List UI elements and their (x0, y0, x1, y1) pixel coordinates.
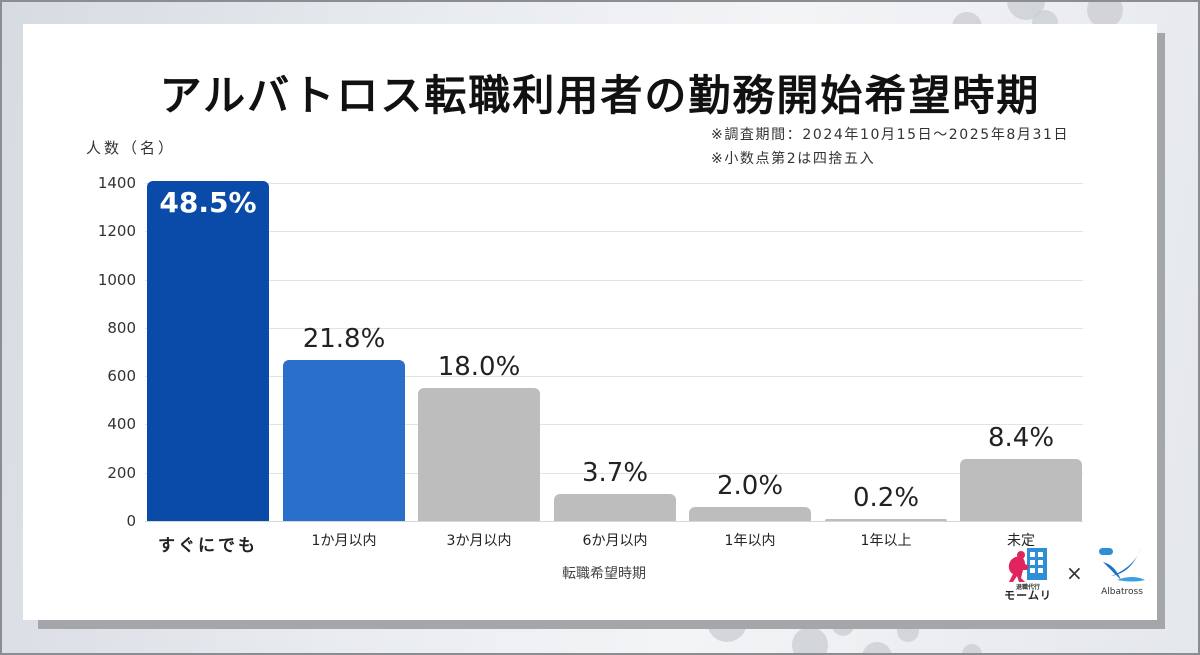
y-tick-label: 600 (107, 367, 136, 385)
chart-title: アルバトロス転職利用者の勤務開始希望時期 (159, 71, 1041, 120)
x-category-label: 6か月以内 (582, 533, 648, 549)
gridline (145, 376, 1083, 377)
momuri-logo-icon (1008, 548, 1047, 582)
albatross-logo-icon (1099, 548, 1145, 582)
gridline (145, 280, 1083, 281)
bar (554, 493, 676, 521)
gridline (145, 231, 1083, 232)
gridline (145, 328, 1083, 329)
x-category-label: 1か月以内 (311, 533, 377, 549)
gridline (145, 521, 1083, 522)
bar-percent-label: 8.4% (987, 422, 1055, 453)
x-axis-title: 転職希望時期 (562, 566, 646, 582)
bar (147, 180, 269, 521)
x-category-label: 未定 (1007, 533, 1035, 549)
decorative-circle (962, 644, 982, 653)
gridline (145, 424, 1083, 425)
y-tick-label: 0 (126, 512, 136, 530)
y-tick-label: 1000 (97, 271, 136, 289)
x-category-label: 3か月以内 (446, 533, 512, 549)
bar-percent-label: 3.7% (581, 457, 649, 488)
y-tick-label: 200 (107, 464, 136, 482)
y-tick-label: 1200 (97, 222, 136, 240)
y-tick-label: 800 (107, 319, 136, 337)
survey-period-note: ※調査期間：2024年10月15日～2025年8月31日 (711, 127, 1070, 143)
x-category-label: すぐにでも (158, 536, 258, 556)
y-axis-title: 人数（名） (86, 139, 177, 157)
gridline (145, 183, 1083, 184)
bar (689, 506, 811, 521)
collaboration-separator: × (1066, 561, 1083, 585)
bar (960, 458, 1082, 521)
decorative-circle (792, 627, 828, 653)
bar-percent-label: 2.0% (716, 470, 784, 501)
bar-percent-label: 21.8% (302, 324, 386, 355)
bar-percent-label: 0.2% (852, 483, 920, 513)
bar-percent-label: 48.5% (159, 185, 257, 219)
x-category-label: 1年以内 (724, 533, 776, 549)
momuri-logo-name: モームリ (1004, 589, 1052, 602)
bar-percent-label: 18.0% (437, 352, 521, 383)
x-category-label: 1年以上 (860, 533, 912, 549)
decorative-circle (862, 642, 892, 653)
gridline (145, 473, 1083, 474)
y-tick-label: 1400 (97, 174, 136, 192)
albatross-logo-name: Albatross (1101, 587, 1143, 597)
y-tick-label: 400 (107, 415, 136, 433)
bar (825, 519, 947, 521)
bar (283, 360, 405, 521)
rounding-note: ※小数点第2は四捨五入 (711, 151, 876, 167)
bar (418, 388, 540, 521)
momuri-logo-subtitle: 退職代行 (1015, 584, 1040, 591)
